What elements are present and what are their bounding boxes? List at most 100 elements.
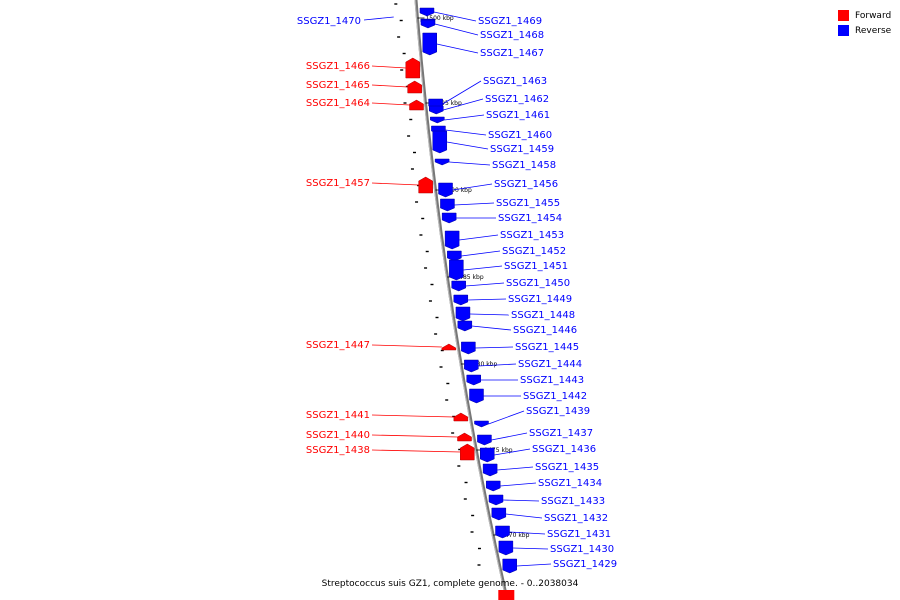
reverse-gene-block <box>455 306 471 322</box>
reverse-gene-label: SSGZ1_1470 <box>297 16 361 27</box>
reverse-gene-leader <box>491 432 528 441</box>
reverse-gene-label: SSGZ1_1431 <box>547 529 611 540</box>
forward-gene-label: SSGZ1_1464 <box>306 98 370 109</box>
reverse-gene-leader <box>442 80 482 105</box>
forward-gene-label: SSGZ1_1441 <box>306 410 370 421</box>
forward-gene-label: SSGZ1_1457 <box>306 178 370 189</box>
reverse-gene-label: SSGZ1_1432 <box>544 513 608 524</box>
reverse-gene-leader <box>465 282 505 287</box>
reverse-gene-leader <box>467 298 507 301</box>
forward-gene-block <box>453 412 469 422</box>
reverse-gene-label: SSGZ1_1443 <box>520 375 584 386</box>
forward-gene-leader <box>371 65 406 69</box>
kbp-tick-label: 1485 kbp <box>455 274 483 281</box>
reverse-gene-leader <box>454 202 495 206</box>
reverse-gene-label: SSGZ1_1456 <box>494 179 558 190</box>
reverse-gene-label: SSGZ1_1449 <box>508 294 572 305</box>
reverse-gene-block <box>477 434 492 446</box>
kbp-tick-label: 1480 kbp <box>469 361 497 368</box>
forward-gene-label: SSGZ1_1438 <box>306 445 370 456</box>
kbp-tick-label: 1470 kbp <box>501 532 529 539</box>
reverse-gene-label: SSGZ1_1442 <box>523 391 587 402</box>
reverse-gene-label: SSGZ1_1436 <box>532 444 596 455</box>
kbp-tick-label: 1475 kbp <box>484 447 512 454</box>
reverse-gene-leader <box>500 482 537 487</box>
forward-gene-leader <box>371 449 461 453</box>
forward-gene-label: SSGZ1_1440 <box>306 430 370 441</box>
forward-gene-block <box>460 443 475 461</box>
reverse-gene-block <box>432 130 448 154</box>
reverse-gene-label: SSGZ1_1451 <box>504 261 568 272</box>
legend-forward-label: Forward <box>855 10 892 21</box>
reverse-gene-block <box>438 182 453 198</box>
reverse-gene-block <box>491 507 507 521</box>
reverse-gene-block <box>430 116 445 124</box>
kbp-tick-label: 1500 kbp <box>425 15 453 22</box>
reverse-gene-block <box>498 540 514 556</box>
reverse-gene-label: SSGZ1_1458 <box>492 160 556 171</box>
reverse-gene-leader <box>363 16 394 21</box>
reverse-gene-leader <box>463 265 503 271</box>
reverse-gene-label: SSGZ1_1450 <box>506 278 570 289</box>
forward-swatch <box>838 10 849 21</box>
forward-gene-leader <box>371 434 458 438</box>
reverse-gene-leader <box>445 129 487 136</box>
reverse-gene-leader <box>434 23 479 36</box>
reverse-gene-block <box>451 280 466 292</box>
forward-gene-block <box>409 99 424 111</box>
genome-axis <box>414 0 509 600</box>
forward-gene-leader <box>371 414 454 418</box>
forward-gene-leader <box>371 182 419 186</box>
legend-reverse-label: Reverse <box>855 25 892 36</box>
reverse-gene-leader <box>433 11 477 22</box>
reverse-gene-label: SSGZ1_1468 <box>480 30 544 41</box>
reverse-gene-label: SSGZ1_1439 <box>526 406 590 417</box>
reverse-gene-leader <box>494 448 531 456</box>
reverse-gene-leader <box>459 234 499 241</box>
reverse-gene-label: SSGZ1_1430 <box>550 544 614 555</box>
reverse-gene-block <box>466 374 481 386</box>
reverse-gene-block <box>422 32 438 56</box>
reverse-gene-label: SSGZ1_1460 <box>488 130 552 141</box>
reverse-gene-leader <box>436 43 479 54</box>
reverse-gene-block <box>461 341 476 355</box>
reverse-gene-leader <box>469 313 510 316</box>
reverse-gene-label: SSGZ1_1429 <box>553 559 617 570</box>
reverse-gene-leader <box>475 346 514 349</box>
forward-gene-block <box>498 590 515 600</box>
reverse-gene-block <box>488 494 504 506</box>
reverse-gene-leader <box>509 531 546 535</box>
reverse-gene-block <box>469 388 484 404</box>
reverse-gene-leader <box>471 325 512 331</box>
reverse-gene-label: SSGZ1_1469 <box>478 16 542 27</box>
reverse-gene-leader <box>478 363 517 367</box>
kbp-tick-label: 1495 kbp <box>434 100 462 107</box>
reverse-gene-block <box>444 230 460 250</box>
reverse-gene-label: SSGZ1_1446 <box>513 325 577 336</box>
reverse-gene-label: SSGZ1_1448 <box>511 310 575 321</box>
reverse-gene-leader <box>505 513 543 519</box>
reverse-gene-block <box>440 198 455 212</box>
forward-gene-label: SSGZ1_1465 <box>306 80 370 91</box>
reverse-gene-label: SSGZ1_1463 <box>483 76 547 87</box>
reverse-gene-leader <box>461 250 501 257</box>
reverse-gene-label: SSGZ1_1459 <box>490 144 554 155</box>
reverse-gene-leader <box>502 499 540 502</box>
reverse-gene-leader <box>488 410 525 425</box>
reverse-gene-label: SSGZ1_1455 <box>496 198 560 209</box>
genome-axis-highlight <box>414 0 507 600</box>
forward-gene-leader <box>371 102 410 106</box>
forward-gene-label: SSGZ1_1466 <box>306 61 370 72</box>
reverse-gene-block <box>457 320 473 332</box>
reverse-gene-leader <box>497 466 534 471</box>
reverse-gene-label: SSGZ1_1462 <box>485 94 549 105</box>
reverse-gene-leader <box>443 98 484 111</box>
legend: Forward Reverse <box>838 8 891 38</box>
reverse-gene-label: SSGZ1_1437 <box>529 428 593 439</box>
reverse-gene-leader <box>446 141 489 150</box>
forward-gene-leader <box>371 344 442 348</box>
reverse-gene-block <box>485 480 501 492</box>
reverse-gene-block <box>502 558 517 574</box>
reverse-gene-label: SSGZ1_1452 <box>502 246 566 257</box>
